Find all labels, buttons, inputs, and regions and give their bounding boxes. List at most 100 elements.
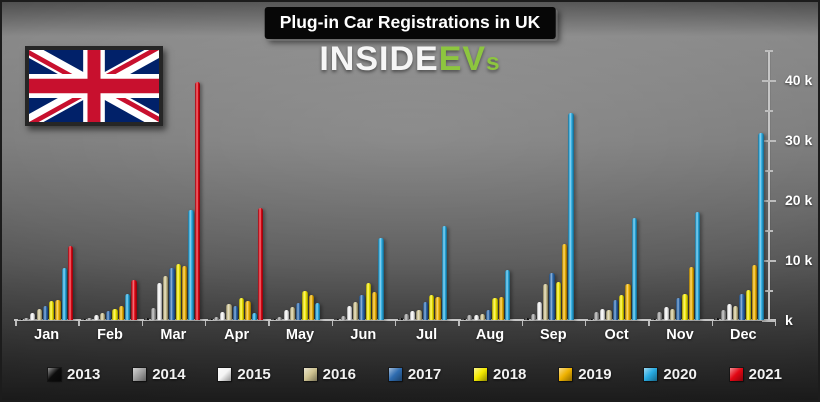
bar-2018-jul bbox=[429, 294, 435, 320]
bar-2016-may bbox=[289, 306, 295, 320]
bar-2014-jul bbox=[403, 314, 410, 320]
bar-2017-nov bbox=[676, 297, 682, 320]
bar-2020-jan bbox=[61, 268, 67, 320]
x-axis-tick bbox=[774, 321, 777, 326]
bar-2018-jun bbox=[365, 282, 371, 320]
bar-2014-oct bbox=[593, 312, 600, 320]
bar-2015-jun bbox=[346, 305, 353, 320]
y-axis-minor-tick bbox=[765, 230, 773, 232]
legend-swatch-2019 bbox=[559, 367, 573, 381]
legend-item-2021: 2021 bbox=[729, 365, 782, 383]
bar-2019-jan bbox=[55, 299, 61, 320]
legend-swatch-2018 bbox=[474, 367, 488, 381]
y-axis-label: k bbox=[785, 312, 793, 328]
bar-2020-oct bbox=[631, 218, 637, 320]
legend-swatch-2020 bbox=[644, 367, 658, 381]
bar-2014-jan bbox=[23, 318, 30, 320]
bar-2019-apr bbox=[245, 301, 251, 320]
bar-2017-dec bbox=[739, 294, 745, 320]
x-axis-tick bbox=[394, 321, 397, 326]
legend-item-2015: 2015 bbox=[218, 366, 271, 383]
legend-label-2016: 2016 bbox=[322, 365, 356, 383]
y-axis-label: 30 k bbox=[785, 132, 813, 148]
bar-2013-apr bbox=[207, 318, 213, 320]
y-axis-major-tick bbox=[762, 200, 776, 202]
x-axis-label-mar: Mar bbox=[160, 327, 187, 343]
x-axis-label-jun: Jun bbox=[350, 327, 377, 343]
bar-2015-dec bbox=[726, 304, 733, 320]
bar-2019-aug bbox=[498, 296, 504, 320]
bar-2015-jan bbox=[30, 312, 36, 320]
y-axis-label: 10 k bbox=[785, 252, 813, 268]
x-axis-label-may: May bbox=[285, 327, 315, 343]
x-axis-label-nov: Nov bbox=[666, 327, 694, 343]
legend-label-2013: 2013 bbox=[67, 365, 101, 383]
bar-2013-nov bbox=[650, 318, 657, 320]
bar-2016-nov bbox=[669, 308, 675, 320]
legend-swatch-2015 bbox=[218, 367, 232, 381]
bar-2016-sep bbox=[543, 284, 549, 320]
bar-2019-sep bbox=[562, 244, 568, 320]
bar-2017-feb bbox=[106, 311, 112, 320]
legend: 2013 2014 2015 2016 2017 2018 2019 2020 2021 bbox=[48, 360, 782, 388]
legend-item-2013: 2013 bbox=[48, 366, 100, 383]
legend-item-2018: 2018 bbox=[474, 366, 526, 383]
x-axis-label-apr: Apr bbox=[224, 327, 250, 343]
bar-2014-apr bbox=[213, 317, 220, 320]
legend-swatch-2016 bbox=[303, 367, 317, 381]
bar-2016-aug bbox=[479, 314, 485, 320]
legend-swatch-2014 bbox=[133, 367, 147, 381]
bar-2017-jun bbox=[359, 294, 365, 320]
bar-2014-may bbox=[277, 317, 283, 320]
bar-2014-feb bbox=[87, 318, 93, 320]
x-axis-label-sep: Sep bbox=[539, 327, 567, 343]
x-axis-tick bbox=[268, 321, 270, 326]
bar-2021-feb bbox=[131, 279, 137, 320]
x-axis-line bbox=[14, 319, 776, 321]
bar-2019-mar bbox=[182, 266, 188, 320]
bar-2013-feb bbox=[80, 318, 87, 320]
legend-label-2021: 2021 bbox=[748, 365, 782, 383]
legend-label-2020: 2020 bbox=[663, 365, 697, 383]
x-axis-tick bbox=[711, 321, 714, 326]
bar-2015-sep bbox=[536, 302, 543, 320]
insideevs-logo: INSIDEEVs bbox=[319, 40, 500, 79]
bar-2015-mar bbox=[156, 283, 163, 320]
bar-2020-nov bbox=[695, 212, 701, 320]
uk-flag-icon bbox=[25, 46, 163, 126]
bar-2020-aug bbox=[505, 270, 511, 320]
y-axis-major-tick bbox=[762, 320, 776, 322]
bar-2020-feb bbox=[125, 293, 131, 320]
bar-2016-mar bbox=[163, 275, 169, 320]
bar-2013-may bbox=[270, 318, 277, 320]
legend-label-2018: 2018 bbox=[493, 365, 527, 383]
bar-2013-jun bbox=[334, 318, 340, 320]
bar-2014-mar bbox=[150, 308, 156, 320]
y-axis-label: 20 k bbox=[785, 192, 813, 208]
bar-2021-apr bbox=[257, 207, 264, 320]
bar-2013-sep bbox=[524, 317, 530, 320]
bar-2018-oct bbox=[619, 295, 625, 320]
bar-2014-jun bbox=[340, 315, 346, 320]
legend-item-2016: 2016 bbox=[303, 365, 356, 383]
bar-2013-dec bbox=[714, 318, 720, 320]
bar-2019-dec bbox=[752, 265, 758, 320]
bar-2017-jan bbox=[42, 305, 48, 320]
bar-2020-apr bbox=[251, 313, 257, 320]
bar-2018-sep bbox=[555, 282, 561, 320]
x-axis-label-aug: Aug bbox=[475, 327, 505, 343]
bar-2015-feb bbox=[93, 314, 99, 320]
legend-item-2017: 2017 bbox=[388, 366, 441, 383]
chart-title: Plug-in Car Registrations in UK bbox=[264, 7, 556, 39]
bar-2017-aug bbox=[486, 310, 492, 320]
legend-swatch-2021 bbox=[729, 367, 743, 381]
x-axis-tick bbox=[331, 321, 334, 326]
logo-text-s: s bbox=[486, 49, 501, 76]
bar-2018-mar bbox=[175, 264, 181, 320]
x-axis-tick bbox=[521, 321, 524, 326]
x-axis-label-jan: Jan bbox=[34, 327, 60, 343]
bar-2014-dec bbox=[720, 309, 726, 320]
bar-2016-jan bbox=[36, 308, 42, 320]
